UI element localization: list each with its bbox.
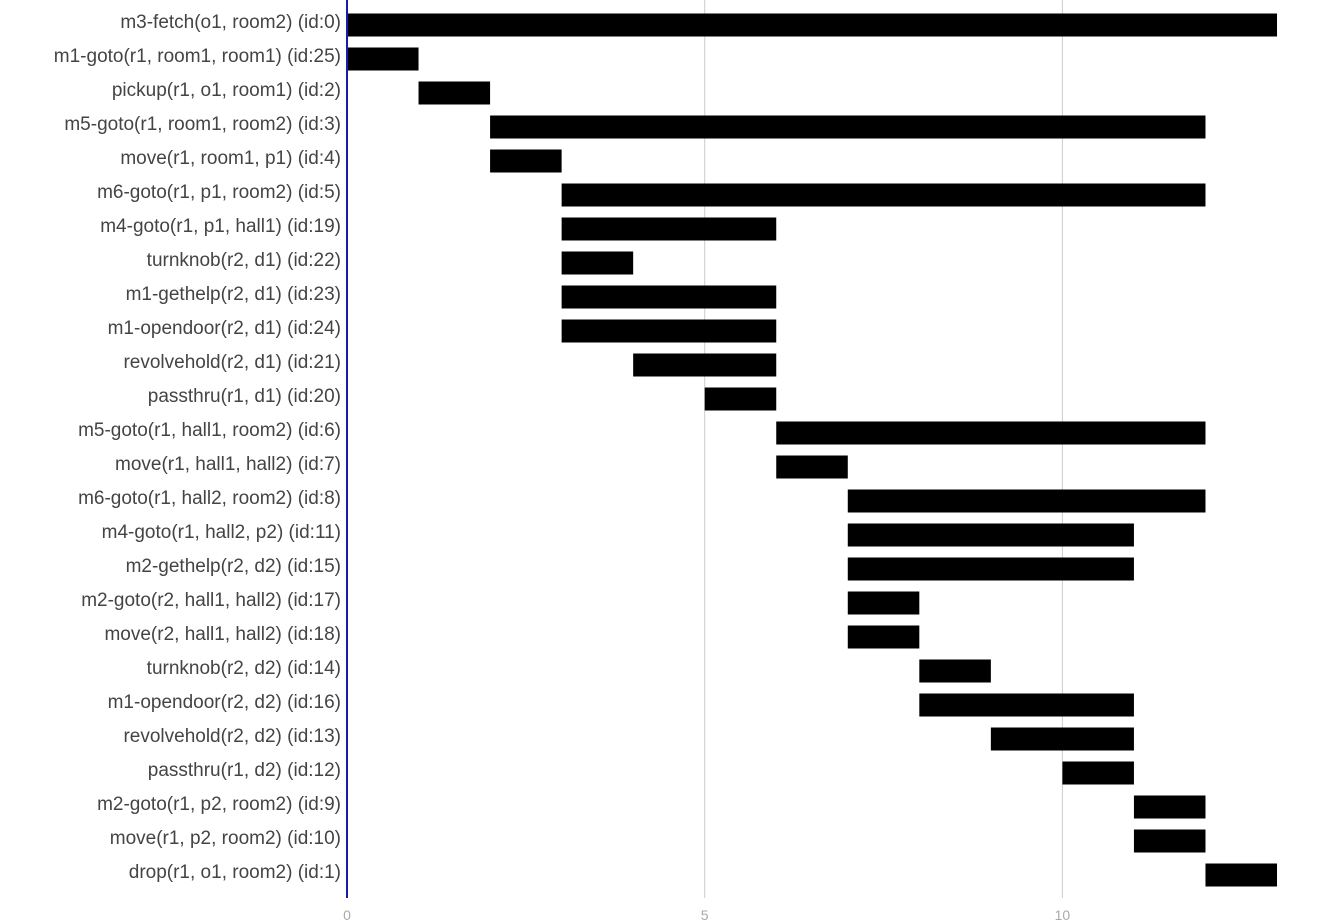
x-tick-label: 10 (1055, 907, 1071, 922)
task-label: m3-fetch(o1, room2) (id:0) (120, 12, 341, 33)
task-label: revolvehold(r2, d1) (id:21) (123, 352, 341, 373)
task-label: m1-opendoor(r2, d1) (id:24) (108, 318, 341, 339)
task-bar (1133, 795, 1206, 819)
x-tick-label: 0 (343, 907, 351, 922)
tick-label-layer: 0 5 10 (343, 907, 1070, 922)
task-label: move(r1, hall1, hall2) (id:7) (115, 454, 341, 475)
task-label: m2-goto(r2, hall1, hall2) (id:17) (81, 590, 341, 611)
task-label: turnknob(r2, d1) (id:22) (147, 250, 341, 271)
task-bar (347, 13, 1278, 37)
task-label: m1-gethelp(r2, d1) (id:23) (126, 284, 341, 305)
task-bar (847, 625, 920, 649)
task-bar (561, 319, 777, 343)
task-bar (704, 387, 777, 411)
task-label: pickup(r1, o1, room1) (id:2) (112, 80, 341, 101)
task-bar (561, 251, 634, 275)
task-label: revolvehold(r2, d2) (id:13) (123, 726, 341, 747)
task-bar (1062, 761, 1134, 785)
task-label: m1-opendoor(r2, d2) (id:16) (108, 692, 341, 713)
task-label: m4-goto(r1, hall2, p2) (id:11) (102, 522, 341, 543)
task-bar (919, 693, 1134, 717)
task-bar (847, 489, 1206, 513)
task-label: passthru(r1, d2) (id:12) (148, 760, 341, 781)
task-bar (847, 557, 1134, 581)
task-bar (776, 455, 848, 479)
task-bar (1205, 863, 1278, 887)
task-bar (847, 591, 920, 615)
task-label: move(r1, p2, room2) (id:10) (110, 828, 341, 849)
task-label: turnknob(r2, d2) (id:14) (147, 658, 341, 679)
task-bar (561, 183, 1206, 207)
task-label: move(r1, room1, p1) (id:4) (120, 148, 341, 169)
task-label: move(r2, hall1, hall2) (id:18) (104, 624, 341, 645)
task-bar (561, 285, 777, 309)
bar-layer (347, 13, 1278, 887)
task-label: m4-goto(r1, p1, hall1) (id:19) (100, 216, 341, 237)
task-bar (1133, 829, 1206, 853)
task-bar (418, 81, 491, 105)
task-label: m5-goto(r1, hall1, room2) (id:6) (78, 420, 341, 441)
row-label-layer: m3-fetch(o1, room2) (id:0) m1-goto(r1, ro… (54, 12, 341, 883)
task-label: m2-goto(r1, p2, room2) (id:9) (97, 794, 341, 815)
task-label: m5-goto(r1, room1, room2) (id:3) (64, 114, 341, 135)
task-bar (490, 115, 1206, 139)
task-bar (633, 353, 777, 377)
task-label: passthru(r1, d1) (id:20) (148, 386, 341, 407)
task-label: m6-goto(r1, p1, room2) (id:5) (97, 182, 341, 203)
task-label: m1-goto(r1, room1, room1) (id:25) (54, 46, 341, 67)
task-label: m2-gethelp(r2, d2) (id:15) (126, 556, 341, 577)
task-bar (347, 47, 419, 71)
task-label: drop(r1, o1, room2) (id:1) (129, 862, 341, 883)
task-bar (490, 149, 562, 173)
task-bar (990, 727, 1134, 751)
x-tick-label: 5 (701, 907, 709, 922)
task-bar (776, 421, 1206, 445)
task-bar (561, 217, 777, 241)
task-label: m6-goto(r1, hall2, room2) (id:8) (78, 488, 341, 509)
task-bar (919, 659, 991, 683)
task-bar (847, 523, 1134, 547)
